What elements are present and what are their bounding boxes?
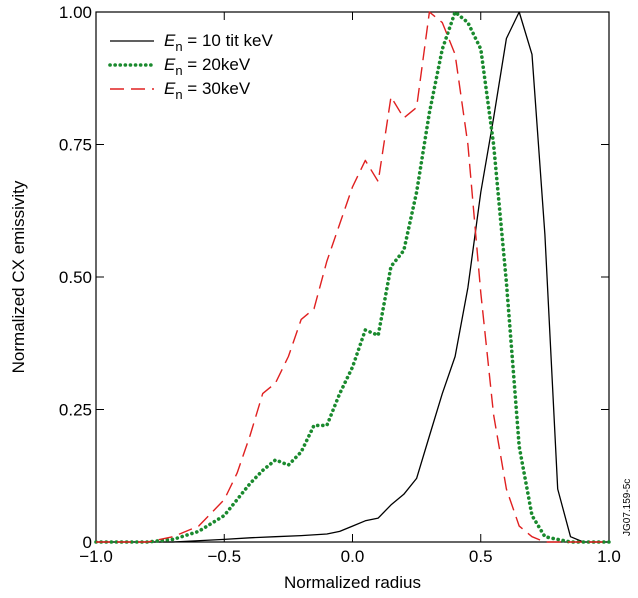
x-tick-label: 0.5 [469, 547, 493, 566]
legend-entry-2: En = 20keV [164, 55, 251, 78]
tick-group: −1.0 −0.5 0.0 0.5 1.000.250.500.751.00 [59, 3, 621, 566]
y-tick-label: 0 [83, 533, 92, 552]
y-tick-label: 0.75 [59, 136, 92, 155]
series-group [94, 10, 611, 544]
x-tick-label: −0.5 [207, 547, 241, 566]
x-tick-label: 1.0 [597, 547, 621, 566]
figure-id-annotation: JG07.159-5c [622, 479, 633, 536]
series-line-1 [96, 11, 609, 543]
series-line-3 [96, 11, 609, 543]
y-axis-label: Normalized CX emissivity [9, 180, 28, 373]
x-axis-label: Normalized radius [284, 573, 421, 592]
legend-entry-1: En = 10 tit keV [164, 31, 273, 54]
x-tick-label: 0.0 [341, 547, 365, 566]
x-tick-label: −1.0 [79, 547, 113, 566]
series-line-2 [94, 10, 611, 544]
y-tick-label: 0.25 [59, 401, 92, 420]
legend-entry-3: En = 30keV [164, 79, 251, 102]
y-tick-label: 0.50 [59, 268, 92, 287]
y-tick-label: 1.00 [59, 3, 92, 22]
